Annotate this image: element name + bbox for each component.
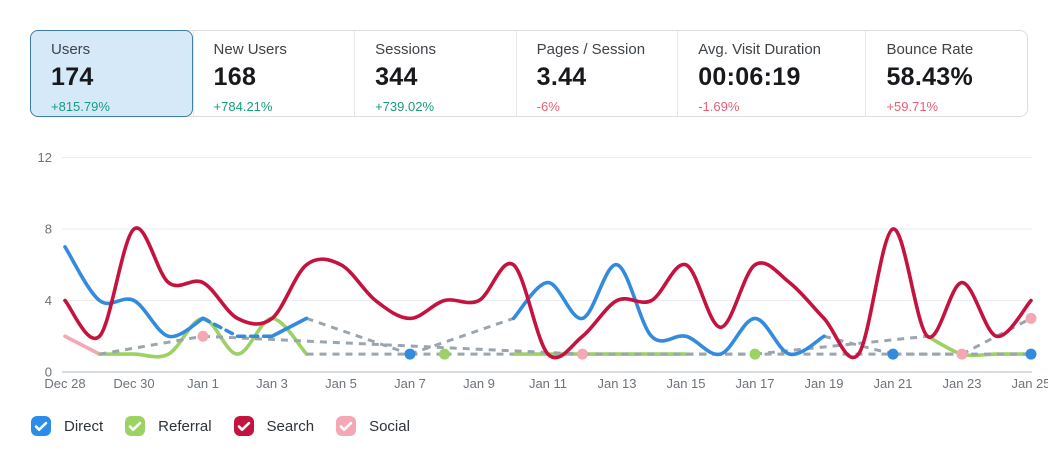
series-line-search bbox=[63, 226, 1033, 360]
series-gap-line-direct bbox=[409, 316, 514, 356]
data-point-social[interactable] bbox=[577, 348, 588, 360]
data-point-social[interactable] bbox=[1025, 312, 1037, 324]
x-tick-label: Jan 23 bbox=[942, 376, 981, 391]
series-gap-line-direct bbox=[306, 316, 411, 356]
series-line-social bbox=[63, 334, 102, 356]
metric-change: -1.69% bbox=[698, 99, 740, 114]
metric-change: +784.21% bbox=[213, 99, 273, 114]
metric-change: +815.79% bbox=[51, 99, 110, 114]
x-tick-label: Jan 21 bbox=[873, 376, 912, 391]
metric-label: Sessions bbox=[375, 41, 436, 58]
y-tick-label: 4 bbox=[45, 293, 52, 308]
x-tick-label: Jan 25 bbox=[1011, 376, 1048, 391]
checkbox-checked-icon[interactable] bbox=[125, 416, 146, 436]
y-tick-label: 8 bbox=[45, 222, 52, 237]
series-gap-line-social bbox=[99, 334, 204, 356]
legend-item-search[interactable]: Search bbox=[233, 416, 315, 436]
x-tick-label: Jan 1 bbox=[187, 376, 219, 391]
metric-value: 3.44 bbox=[536, 63, 587, 91]
metric-change: +739.02% bbox=[375, 99, 435, 114]
legend-item-direct[interactable]: Direct bbox=[31, 416, 103, 436]
metric-change: +59.71% bbox=[886, 99, 939, 114]
data-point-referral[interactable] bbox=[439, 348, 450, 360]
x-tick-label: Jan 11 bbox=[529, 376, 567, 391]
x-tick-label: Dec 28 bbox=[44, 376, 85, 391]
metric-label: Avg. Visit Duration bbox=[698, 41, 822, 58]
metric-label: Bounce Rate bbox=[886, 41, 974, 58]
metric-value: 58.43% bbox=[886, 63, 974, 91]
data-point-social[interactable] bbox=[197, 330, 209, 342]
metric-value: 168 bbox=[213, 63, 257, 91]
metrics-summary: Users 174 +815.79% New Users 168 +784.21… bbox=[30, 30, 1028, 117]
metric-value: 174 bbox=[51, 63, 94, 91]
metric-value: 00:06:19 bbox=[698, 63, 801, 91]
x-tick-label: Jan 17 bbox=[735, 376, 774, 391]
legend-label: Direct bbox=[64, 417, 104, 435]
checkbox-checked-icon[interactable] bbox=[336, 416, 357, 436]
legend-label: Search bbox=[266, 417, 315, 435]
data-point-referral[interactable] bbox=[749, 348, 761, 360]
metric-card-pages-session[interactable]: Pages / Session 3.44 -6% bbox=[515, 31, 678, 116]
y-tick-label: 12 bbox=[38, 150, 52, 165]
x-tick-label: Jan 9 bbox=[463, 376, 495, 391]
traffic-trend-chart[interactable]: 0 4 8 12 Dec 28 Dec 30 Jan 1 Jan 3 Jan 5 Jan 7 Jan… bbox=[0, 135, 1048, 413]
checkbox-checked-icon[interactable] bbox=[233, 416, 254, 436]
series-line-direct bbox=[511, 263, 826, 357]
x-tick-label: Jan 3 bbox=[256, 376, 288, 391]
legend-item-referral[interactable]: Referral bbox=[125, 416, 212, 436]
metric-card-new-users[interactable]: New Users 168 +784.21% bbox=[192, 31, 355, 116]
series-line-direct bbox=[63, 245, 205, 339]
metric-label: Users bbox=[51, 41, 91, 58]
legend-label: Referral bbox=[158, 417, 212, 435]
legend-item-social[interactable]: Social bbox=[336, 416, 410, 436]
x-tick-label: Jan 15 bbox=[666, 376, 705, 391]
data-point-direct[interactable] bbox=[404, 348, 416, 360]
legend-label: Social bbox=[369, 417, 410, 435]
data-point-social[interactable] bbox=[956, 348, 968, 360]
x-tick-label: Dec 30 bbox=[113, 376, 154, 391]
metric-card-avg-visit-duration[interactable]: Avg. Visit Duration 00:06:19 -1.69% bbox=[677, 31, 865, 116]
checkbox-checked-icon[interactable] bbox=[31, 416, 51, 436]
x-tick-label: Jan 19 bbox=[804, 376, 843, 391]
data-point-direct[interactable] bbox=[1025, 348, 1037, 360]
metric-card-sessions[interactable]: Sessions 344 +739.02% bbox=[354, 31, 516, 116]
series-gap-line-social bbox=[202, 334, 583, 356]
x-tick-label: Jan 7 bbox=[394, 376, 426, 391]
x-tick-label: Jan 13 bbox=[597, 376, 636, 391]
series-line-direct bbox=[270, 316, 309, 339]
x-tick-label: Jan 5 bbox=[325, 376, 357, 391]
y-tick-label: 0 bbox=[45, 365, 52, 380]
metric-label: New Users bbox=[213, 41, 287, 58]
series-line-direct bbox=[201, 316, 274, 339]
metric-card-bounce-rate[interactable]: Bounce Rate 58.43% +59.71% bbox=[865, 31, 1027, 116]
metric-value: 344 bbox=[375, 63, 418, 91]
chart-legend: Direct Referral Search Social bbox=[31, 416, 432, 436]
data-point-direct[interactable] bbox=[887, 348, 899, 360]
metric-label: Pages / Session bbox=[536, 41, 646, 58]
metric-card-users[interactable]: Users 174 +815.79% bbox=[30, 30, 193, 117]
metric-change: -6% bbox=[536, 99, 560, 114]
